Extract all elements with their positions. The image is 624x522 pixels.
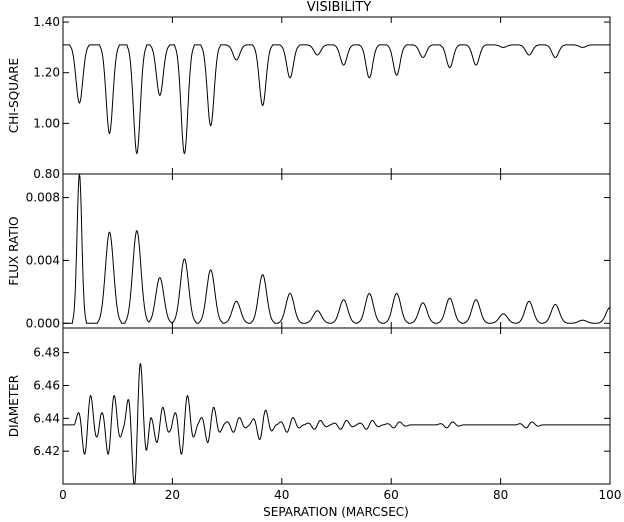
x-axis-label: SEPARATION (MARCSEC) xyxy=(263,505,409,519)
panel-3: 6.42 6.44 6.46 6.48 DIAMETER 0 20 40 60 80 100 xyxy=(7,327,622,502)
y-tick-label: 6.44 xyxy=(33,411,60,425)
y-axis-label: FLUX RATIO xyxy=(7,216,21,285)
x-tick-label: 0 xyxy=(59,488,67,502)
x-tick-label: 60 xyxy=(384,488,399,502)
y-axis-label: DIAMETER xyxy=(7,375,21,437)
series-curve xyxy=(63,173,611,324)
x-tick-label: 40 xyxy=(274,488,289,502)
x-tick-label: 20 xyxy=(165,488,180,502)
panel-1: 0.80 1.00 1.20 1.40 CHI-SQUARE xyxy=(7,15,611,181)
y-tick-label: 6.48 xyxy=(33,346,60,360)
y-tick-label: 6.42 xyxy=(33,444,60,458)
x-tick-label: 80 xyxy=(493,488,508,502)
y-tick-label: 0.000 xyxy=(26,316,60,330)
y-tick-label: 1.40 xyxy=(33,15,60,29)
panel-frame xyxy=(62,327,611,485)
y-tick-label: 1.20 xyxy=(33,66,60,80)
y-tick-label: 6.46 xyxy=(33,378,60,392)
panel-frame xyxy=(62,16,611,175)
x-tick-label: 100 xyxy=(599,488,622,502)
y-tick-label: 0.80 xyxy=(33,167,60,181)
chart-title: VISIBILITY xyxy=(307,0,372,15)
series-curve xyxy=(63,44,610,155)
y-tick-label: 0.008 xyxy=(26,191,60,205)
panel-2: 0.000 0.004 0.008 FLUX RATIO xyxy=(7,173,611,330)
y-tick-label: 0.004 xyxy=(26,253,60,267)
panel-frame xyxy=(62,173,611,329)
y-tick-label: 1.00 xyxy=(33,116,60,130)
panels: 0.801.001.201.40CHI-SQUARE0.0000.0040.00… xyxy=(7,15,621,502)
y-axis-label: CHI-SQUARE xyxy=(7,58,21,133)
series-curve xyxy=(63,363,610,485)
